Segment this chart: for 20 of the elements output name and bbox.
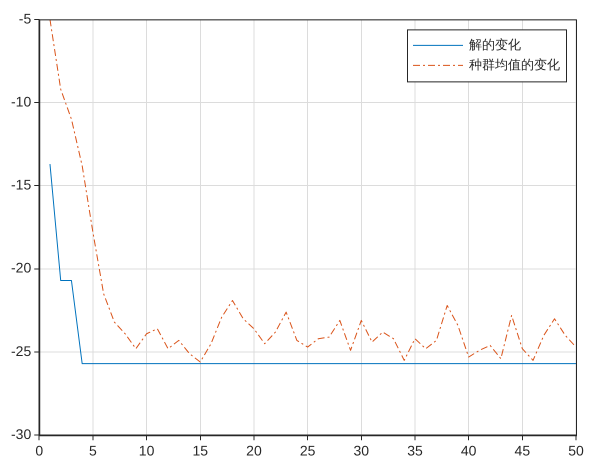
y-tick-label: -30 — [11, 426, 32, 442]
y-tick-label: -25 — [11, 342, 32, 359]
x-tick-label: 20 — [246, 442, 262, 458]
legend-label: 解的变化 — [469, 38, 521, 53]
line-series — [49, 19, 576, 363]
x-tick-label: 5 — [89, 442, 98, 458]
x-tick-label: 15 — [192, 442, 208, 458]
x-tick-label: 45 — [514, 442, 530, 458]
y-tick-label: -20 — [11, 260, 32, 276]
y-tick-label: -15 — [11, 176, 32, 193]
legend-label: 种群均值的变化 — [469, 58, 560, 73]
x-tick-label: 0 — [35, 442, 44, 458]
y-tick-label: -5 — [18, 10, 32, 26]
x-tick-label: 10 — [138, 442, 155, 458]
x-tick-label: 25 — [300, 442, 316, 458]
x-tick-label: 50 — [568, 442, 584, 458]
x-tick-label: 35 — [407, 442, 423, 458]
x-tick-label: 40 — [460, 442, 477, 458]
x-tick-label: 30 — [354, 442, 370, 458]
y-tick-label: -10 — [11, 93, 32, 110]
